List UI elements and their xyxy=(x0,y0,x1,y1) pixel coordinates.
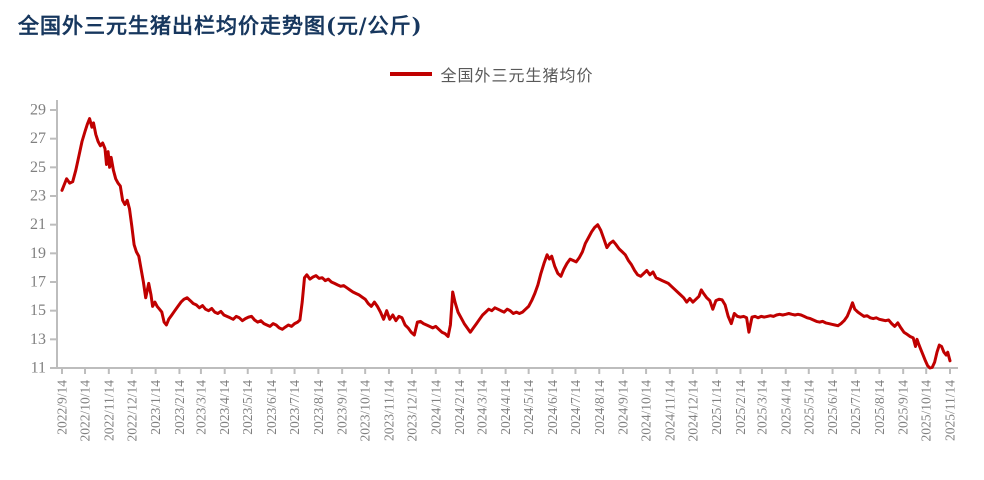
legend: 全国外三元生猪均价 xyxy=(0,62,984,86)
x-tick-label: 2023/1/14 xyxy=(148,380,163,435)
x-axis-ticks: 2022/9/14 2022/10/14 2022/11/14 2022/12/14 2… xyxy=(55,368,958,442)
y-axis-ticks: 11 13 15 17 19 21 23 25 27 29 xyxy=(30,102,57,377)
x-tick-label: 2025/4/14 xyxy=(778,380,793,435)
x-tick-label: 2023/5/14 xyxy=(240,380,255,435)
price-series-line xyxy=(60,117,952,370)
x-tick-label: 2025/7/14 xyxy=(848,380,863,435)
legend-series-label: 全国外三元生猪均价 xyxy=(440,68,594,85)
x-tick-label: 2024/8/14 xyxy=(592,380,607,435)
x-tick-label: 2024/10/14 xyxy=(639,380,654,442)
x-tick-label: 2024/5/14 xyxy=(521,380,536,435)
x-tick-label: 2023/4/14 xyxy=(217,380,232,435)
x-tick-label: 2024/11/14 xyxy=(662,380,677,441)
y-tick-label: 25 xyxy=(30,159,46,176)
y-tick-label: 21 xyxy=(30,216,46,233)
x-tick-label: 2025/2/14 xyxy=(733,380,748,435)
x-tick-label: 2025/1/14 xyxy=(709,380,724,435)
x-tick-label: 2024/3/14 xyxy=(474,380,489,435)
x-tick-label: 2023/10/14 xyxy=(358,380,373,442)
x-tick-label: 2023/6/14 xyxy=(264,380,279,435)
x-tick-label: 2023/11/14 xyxy=(381,380,396,441)
x-tick-label: 2023/2/14 xyxy=(172,380,187,435)
y-tick-label: 19 xyxy=(30,245,46,262)
y-tick-label: 23 xyxy=(30,188,46,205)
y-tick-label: 13 xyxy=(30,331,46,348)
x-tick-label: 2024/7/14 xyxy=(568,380,583,435)
legend-line-swatch xyxy=(390,72,433,76)
x-tick-label: 2022/9/14 xyxy=(55,380,70,435)
x-tick-label: 2024/6/14 xyxy=(545,380,560,435)
x-tick-label: 2023/7/14 xyxy=(287,380,302,435)
x-tick-label: 2024/2/14 xyxy=(452,380,467,435)
x-tick-label: 2023/8/14 xyxy=(311,380,326,435)
x-tick-label: 2024/1/14 xyxy=(428,380,443,435)
y-tick-label: 17 xyxy=(30,274,46,291)
x-tick-label: 2022/12/14 xyxy=(124,380,139,442)
x-tick-label: 2023/9/14 xyxy=(335,380,350,435)
x-tick-label: 2023/12/14 xyxy=(404,380,419,442)
y-tick-label: 11 xyxy=(31,360,46,377)
x-tick-label: 2025/9/14 xyxy=(896,380,911,435)
y-tick-label: 29 xyxy=(30,102,46,119)
x-tick-label: 2025/5/14 xyxy=(801,380,816,435)
page-title: 全国外三元生猪出栏均价走势图(元/公斤) xyxy=(18,13,423,38)
x-tick-label: 2023/3/14 xyxy=(193,380,208,435)
x-tick-label: 2022/10/14 xyxy=(78,380,93,442)
x-tick-label: 2025/6/14 xyxy=(825,380,840,435)
x-tick-label: 2025/10/14 xyxy=(919,380,934,442)
x-tick-label: 2025/3/14 xyxy=(754,380,769,435)
y-tick-label: 27 xyxy=(30,130,46,147)
y-tick-label: 15 xyxy=(30,302,46,319)
axes xyxy=(56,100,958,369)
x-tick-label: 2024/12/14 xyxy=(685,380,700,442)
x-tick-label: 2025/8/14 xyxy=(872,380,887,435)
x-tick-label: 2022/11/14 xyxy=(101,380,116,441)
x-tick-label: 2024/4/14 xyxy=(498,380,513,435)
x-tick-label: 2025/11/14 xyxy=(943,380,958,441)
x-tick-label: 2024/9/14 xyxy=(616,380,631,435)
